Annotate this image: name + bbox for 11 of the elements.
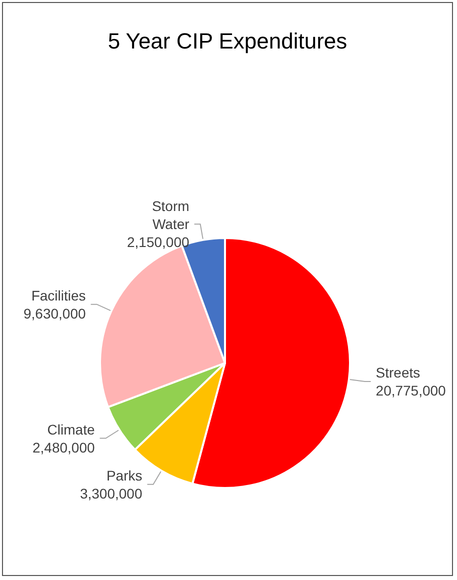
- slice-label: Storm Water: [152, 198, 190, 232]
- data-label: 20,775,000: [376, 382, 446, 399]
- slice-label: Parks: [106, 467, 142, 484]
- slice-label: Streets: [376, 364, 420, 381]
- data-label: 2,150,000: [126, 234, 190, 250]
- data-label: 2,480,000: [32, 439, 95, 456]
- data-label: 9,630,000: [23, 305, 86, 322]
- chart-title: 5 Year CIP Expenditures: [108, 28, 348, 54]
- slice-label: Facilities: [31, 287, 86, 304]
- data-label: 3,300,000: [80, 485, 142, 502]
- slice-label: Climate: [47, 421, 95, 438]
